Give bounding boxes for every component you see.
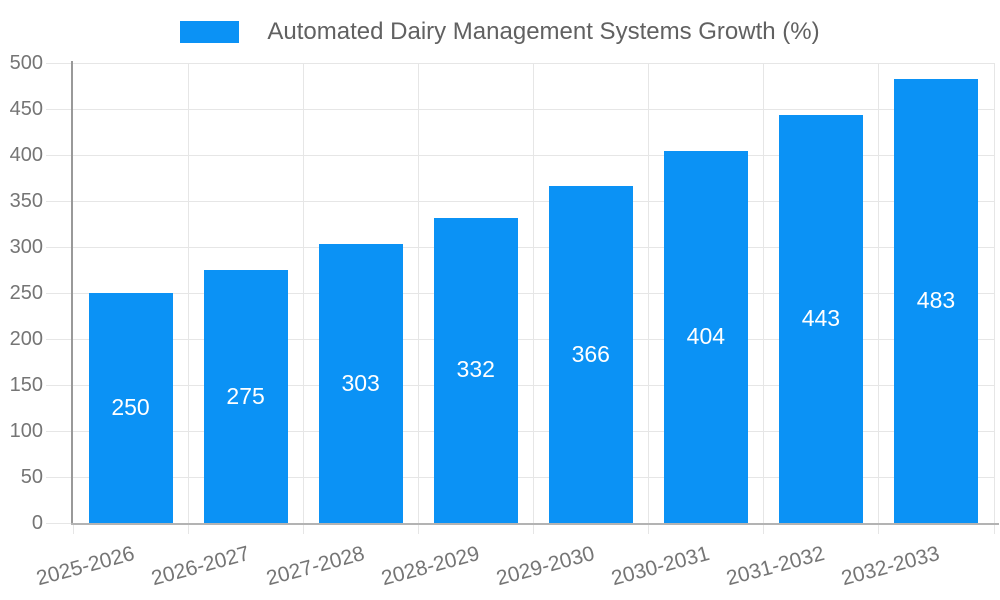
y-axis-tick	[46, 109, 73, 110]
y-axis-tick	[46, 293, 73, 294]
y-axis-tick	[46, 477, 73, 478]
bar-value-label: 303	[341, 369, 380, 396]
grid-line-vertical	[533, 63, 535, 523]
bar[interactable]	[433, 217, 518, 523]
x-axis-tick	[303, 525, 305, 534]
y-axis-tick	[46, 201, 73, 202]
bar-value-label: 443	[801, 305, 841, 332]
y-axis-tick	[46, 523, 73, 524]
x-axis-tick	[878, 525, 880, 534]
x-axis-tick	[533, 525, 535, 534]
bar-value-label: 483	[916, 286, 956, 313]
bar-value-label: 332	[456, 356, 495, 383]
bar[interactable]	[778, 115, 863, 523]
x-axis-line	[71, 523, 999, 525]
y-axis-tick	[46, 431, 73, 432]
bar[interactable]	[203, 270, 288, 523]
bar[interactable]	[548, 186, 633, 523]
y-axis-label: 150	[9, 374, 43, 396]
bar-value-label: 366	[571, 340, 610, 367]
bar[interactable]	[88, 293, 173, 523]
chart-legend[interactable]: Automated Dairy Management Systems Growt…	[0, 15, 1000, 49]
y-axis-tick	[46, 385, 73, 386]
y-axis-label: 250	[9, 282, 43, 304]
y-axis-label: 450	[9, 98, 43, 120]
bar[interactable]	[663, 151, 748, 523]
grid-line-vertical	[303, 63, 305, 523]
y-axis-tick	[46, 63, 73, 64]
y-axis-label: 100	[9, 420, 43, 442]
bar-value-label: 404	[686, 323, 726, 350]
y-axis-label: 500	[9, 52, 43, 74]
y-axis-label: 50	[20, 466, 43, 488]
y-axis-label: 400	[9, 144, 43, 166]
y-axis-line	[71, 61, 73, 523]
y-axis-label: 350	[9, 190, 43, 212]
legend-swatch-icon	[180, 21, 240, 43]
bar[interactable]	[893, 78, 978, 523]
bar-value-label: 275	[226, 382, 265, 409]
grid-line-vertical	[188, 63, 190, 523]
grid-line-vertical	[763, 63, 765, 523]
y-axis-label: 200	[9, 328, 43, 350]
y-axis-label: 0	[31, 512, 43, 534]
bar[interactable]	[318, 244, 403, 523]
grid-line-vertical	[878, 63, 880, 523]
x-axis-tick	[418, 525, 420, 534]
bar-value-label: 250	[111, 394, 150, 420]
y-axis-tick	[46, 155, 73, 156]
y-axis-tick	[46, 339, 73, 340]
y-axis-label: 300	[9, 236, 43, 258]
x-axis-tick	[648, 525, 650, 534]
x-axis-tick	[73, 525, 74, 534]
legend-label: Automated Dairy Management Systems Growt…	[267, 18, 820, 45]
y-axis-tick	[46, 247, 73, 248]
grid-line-vertical	[418, 63, 420, 523]
grid-line-vertical	[993, 63, 995, 523]
x-axis-tick	[188, 525, 190, 534]
grid-line-vertical	[648, 63, 650, 523]
x-axis-tick	[993, 525, 995, 534]
x-axis-tick	[763, 525, 765, 534]
